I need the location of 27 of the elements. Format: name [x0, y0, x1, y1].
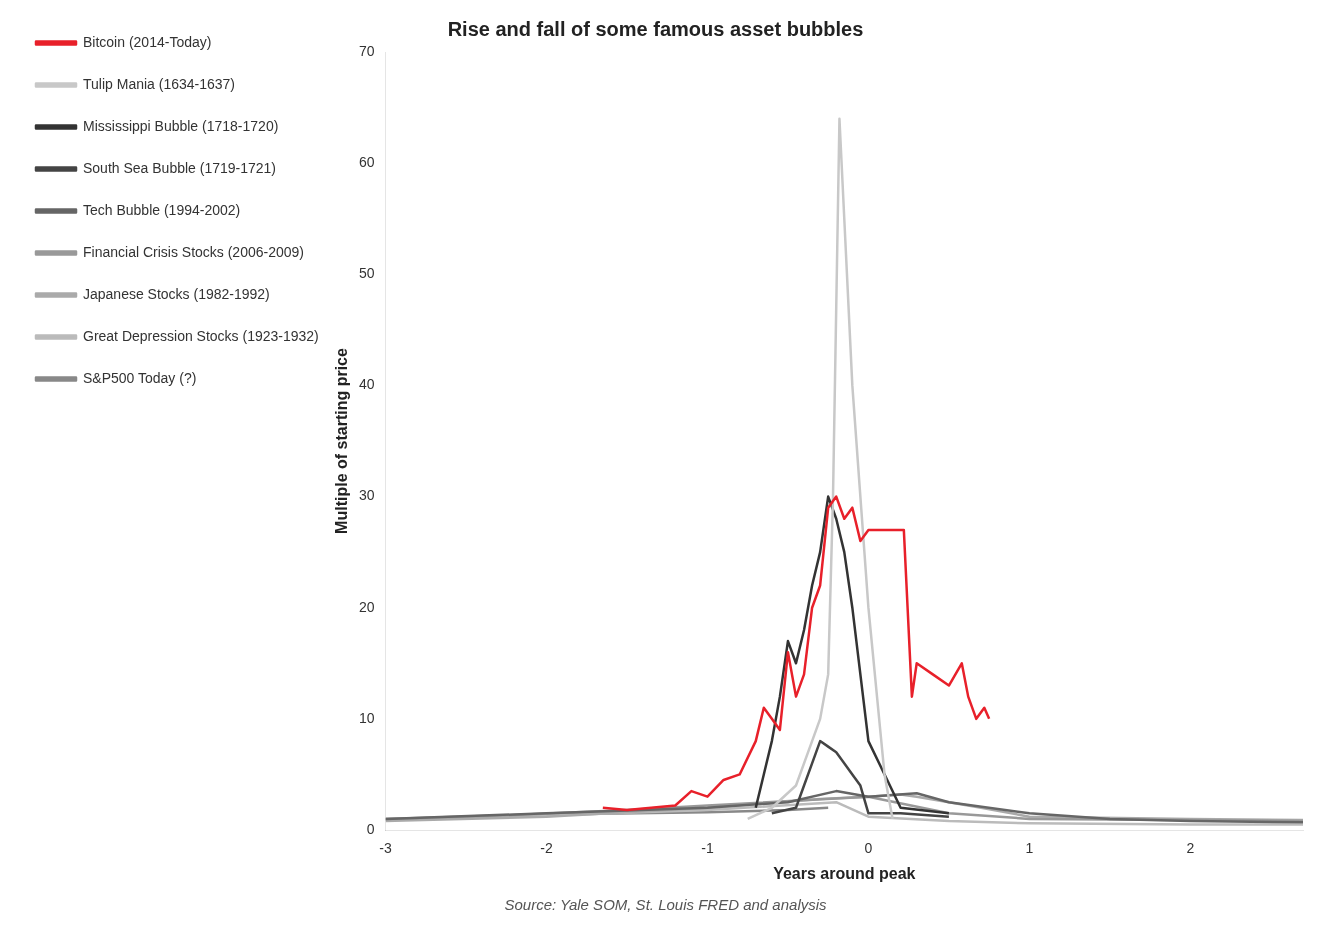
- legend-label: Great Depression Stocks (1923-1932): [83, 327, 319, 344]
- y-tick-label: 10: [358, 709, 375, 726]
- chart-title: Rise and fall of some famous asset bubbles: [447, 17, 864, 40]
- y-tick-label: 50: [358, 265, 375, 282]
- y-tick-label: 20: [358, 598, 375, 615]
- legend-label: Financial Crisis Stocks (2006-2009): [83, 243, 304, 260]
- legend-label: S&P500 Today (?): [83, 369, 197, 386]
- y-tick-label: 60: [358, 154, 375, 170]
- x-tick-label: 2: [1186, 840, 1195, 857]
- x-axis-title: Years around peak: [773, 864, 916, 882]
- x-tick-label: 1: [1025, 840, 1034, 857]
- legend-label: Tech Bubble (1994-2002): [83, 201, 241, 218]
- legend-label: Tulip Mania (1634-1637): [83, 75, 236, 92]
- x-tick-label: -1: [701, 840, 714, 857]
- legend-label: Japanese Stocks (1982-1992): [83, 285, 270, 302]
- x-tick-label: -3: [379, 840, 392, 857]
- x-tick-label: 0: [864, 840, 873, 857]
- y-tick-label: 70: [358, 42, 375, 59]
- source-note: Source: Yale SOM, St. Louis FRED and analysis: [504, 896, 828, 913]
- y-tick-label: 0: [366, 820, 375, 837]
- legend-label: Bitcoin (2014-Today): [83, 33, 212, 50]
- x-tick-label: -2: [540, 840, 553, 857]
- legend-label: South Sea Bubble (1719-1721): [83, 159, 277, 176]
- y-tick-label: 30: [358, 487, 375, 504]
- legend-label: Mississippi Bubble (1718-1720): [83, 117, 279, 134]
- y-axis-title: Multiple of starting price: [332, 348, 350, 534]
- y-tick-label: 40: [358, 376, 375, 393]
